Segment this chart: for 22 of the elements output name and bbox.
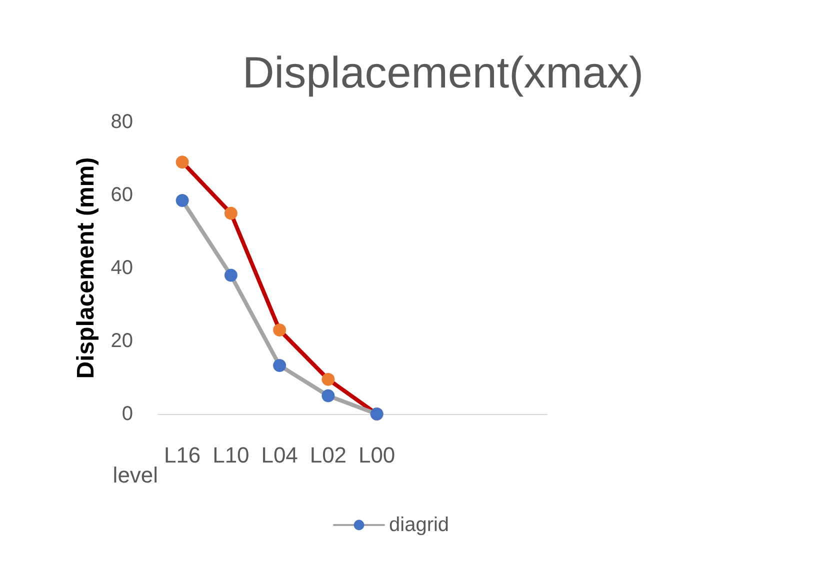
y-axis-title: Displacement (mm)	[72, 157, 100, 379]
point	[176, 156, 189, 169]
legend-label: diagrid	[389, 514, 450, 536]
x-tick-label: L00	[358, 442, 396, 468]
x-tick-label: L16	[164, 442, 201, 468]
point	[322, 389, 335, 402]
point	[273, 324, 286, 337]
y-tick-label: 60	[110, 184, 133, 206]
point	[176, 194, 189, 207]
point	[224, 206, 238, 220]
y-tick-label: 80	[110, 111, 133, 133]
x-tick-label: L04	[261, 442, 298, 468]
point	[322, 372, 335, 386]
x-tick-label: L10	[212, 442, 250, 468]
point	[273, 358, 286, 372]
x-axis-title: level	[112, 462, 158, 488]
y-tick-label: 0	[122, 403, 133, 425]
point	[224, 268, 238, 282]
y-tick-label: 40	[110, 257, 133, 279]
chart-title: Displacement(xmax)	[242, 48, 644, 98]
x-tick-label: L02	[310, 442, 347, 468]
y-tick-label: 20	[110, 330, 133, 352]
